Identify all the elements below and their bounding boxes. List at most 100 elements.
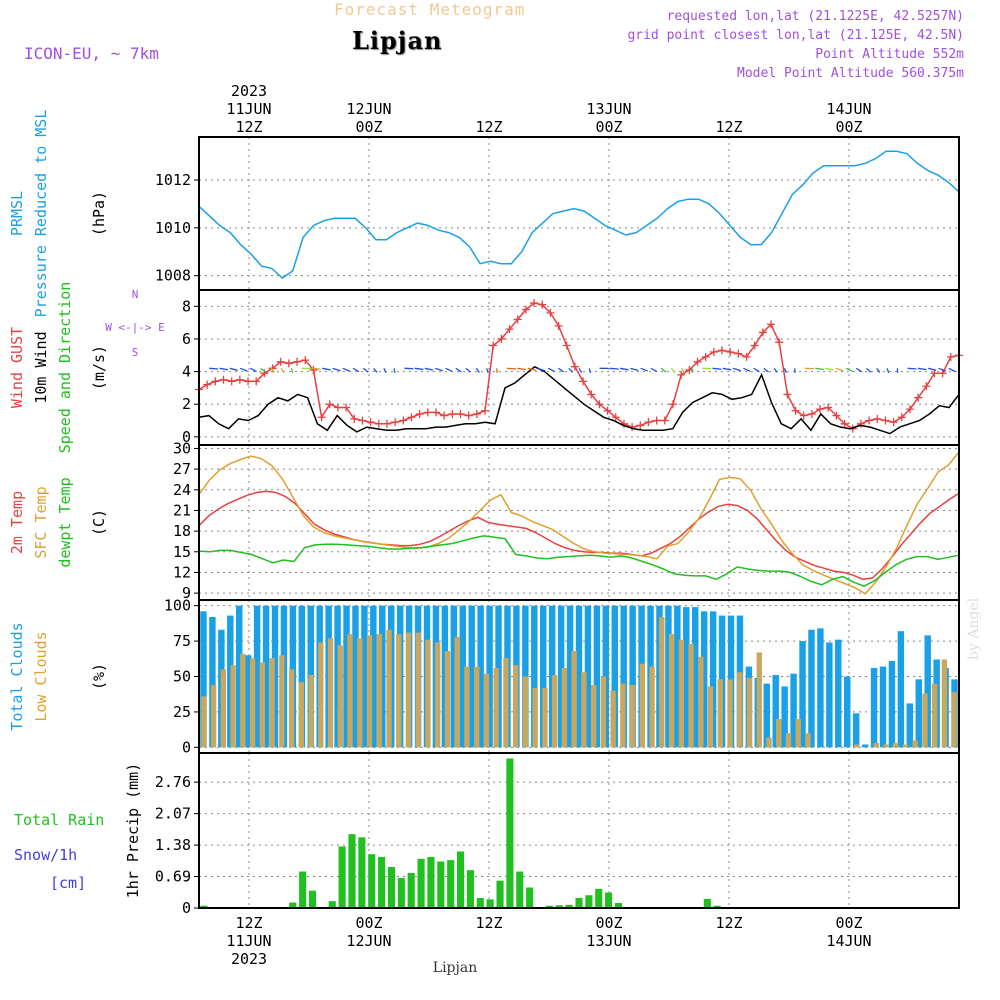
bar-total (271, 605, 279, 748)
bar-rain (308, 890, 317, 908)
gust-marker (726, 348, 735, 356)
gust-marker (636, 421, 645, 430)
wind-arrow (414, 367, 424, 371)
bar-low (951, 692, 957, 748)
bar-total (870, 668, 878, 748)
bar-low (493, 668, 499, 748)
y-tick-label: 18 (173, 522, 191, 540)
bar-rain (338, 846, 346, 908)
bar-total (763, 683, 770, 748)
wind-arrow (691, 368, 694, 373)
bar-low (318, 642, 324, 748)
bar-low (931, 683, 938, 748)
bar-low (600, 676, 607, 748)
gust-marker (668, 400, 677, 409)
bottom-time-label: 00Z (595, 914, 622, 932)
gust-marker (881, 416, 890, 425)
y-tick-label: 4 (182, 363, 191, 381)
wind-arrow (670, 367, 676, 373)
bar-low (854, 744, 860, 748)
series-line-t2m (198, 490, 960, 581)
gust-marker (701, 352, 710, 361)
top-time-label: 14JUN (826, 100, 871, 118)
wind-arrow (209, 367, 219, 370)
bar-rain (506, 758, 514, 908)
y-axis-label-pressure: Pressure Reduced to MSL (32, 110, 50, 318)
bar-rain (565, 904, 573, 908)
bar-low (210, 685, 217, 748)
bar-total (200, 611, 207, 748)
gust-marker (946, 352, 955, 361)
bar-rain (200, 905, 208, 908)
bar-total (352, 605, 359, 748)
bar-low (425, 639, 431, 748)
bar-total (468, 605, 475, 748)
model-altitude: Model Point Altitude 560.375m (737, 66, 964, 81)
bar-low (873, 743, 879, 748)
gust-marker (840, 419, 849, 428)
gust-marker (530, 299, 539, 308)
bar-low (756, 652, 762, 748)
y-tick-label: 24 (173, 481, 191, 499)
wind-arrow (753, 367, 760, 373)
wind-arrow (290, 368, 294, 373)
y-axis-label-temperature: dewpt Temp (56, 477, 74, 567)
bar-total (674, 605, 681, 748)
y-tick-label: 0 (182, 899, 191, 917)
wind-arrow (619, 367, 629, 371)
gust-marker (464, 411, 473, 420)
bottom-time-label: 12JUN (346, 932, 391, 950)
bar-total (852, 713, 860, 748)
bar-rain (368, 854, 376, 908)
bar-low (717, 679, 723, 748)
wind-arrow (578, 367, 583, 373)
gust-marker (284, 359, 293, 368)
gust-marker (652, 416, 661, 425)
bar-total (566, 605, 574, 748)
forecast-title: Forecast Meteogram (334, 0, 526, 19)
compass-axis: W <-|-> E (105, 321, 165, 334)
bar-rain (457, 851, 465, 908)
top-time-label: 12Z (235, 118, 262, 136)
gust-marker (309, 365, 318, 374)
y-tick-label: 1008 (155, 267, 191, 285)
gust-marker (382, 419, 391, 428)
gust-marker (865, 416, 874, 425)
wind-arrow (773, 367, 779, 373)
top-time-label: 00Z (355, 118, 382, 136)
wind-arrow (229, 367, 238, 372)
gust-marker (252, 377, 261, 386)
wind-arrow (907, 367, 917, 370)
bar-rain (378, 856, 386, 908)
bar-low (659, 617, 665, 748)
gust-marker (358, 416, 367, 425)
wind-arrow (825, 367, 834, 371)
bar-total (459, 605, 466, 748)
gust-marker (905, 405, 914, 414)
series-line-wind10m (198, 365, 960, 435)
bar-total (343, 605, 350, 748)
gust-marker (938, 369, 947, 378)
gust-marker (227, 377, 236, 386)
bar-low (590, 685, 597, 748)
bar-low (639, 663, 646, 748)
gust-marker (554, 321, 563, 330)
wind-arrow (485, 368, 489, 373)
gust-marker (783, 390, 792, 399)
grid-point-coords: grid point closest lon,lat (21.125E, 42.… (627, 28, 964, 43)
bar-low (396, 634, 402, 748)
bar-low (678, 639, 684, 748)
gust-marker (570, 362, 579, 371)
y-tick-label: 8 (182, 297, 191, 315)
gust-marker (489, 341, 498, 350)
bar-total (799, 641, 806, 748)
gust-marker (431, 408, 440, 417)
gust-marker (644, 418, 653, 427)
gust-marker (562, 341, 571, 350)
wind-arrow (609, 367, 619, 370)
bar-rain (328, 901, 336, 908)
bar-low (464, 666, 470, 748)
bar-total (486, 605, 493, 748)
wind-arrow (783, 368, 787, 373)
gust-marker (791, 406, 800, 415)
